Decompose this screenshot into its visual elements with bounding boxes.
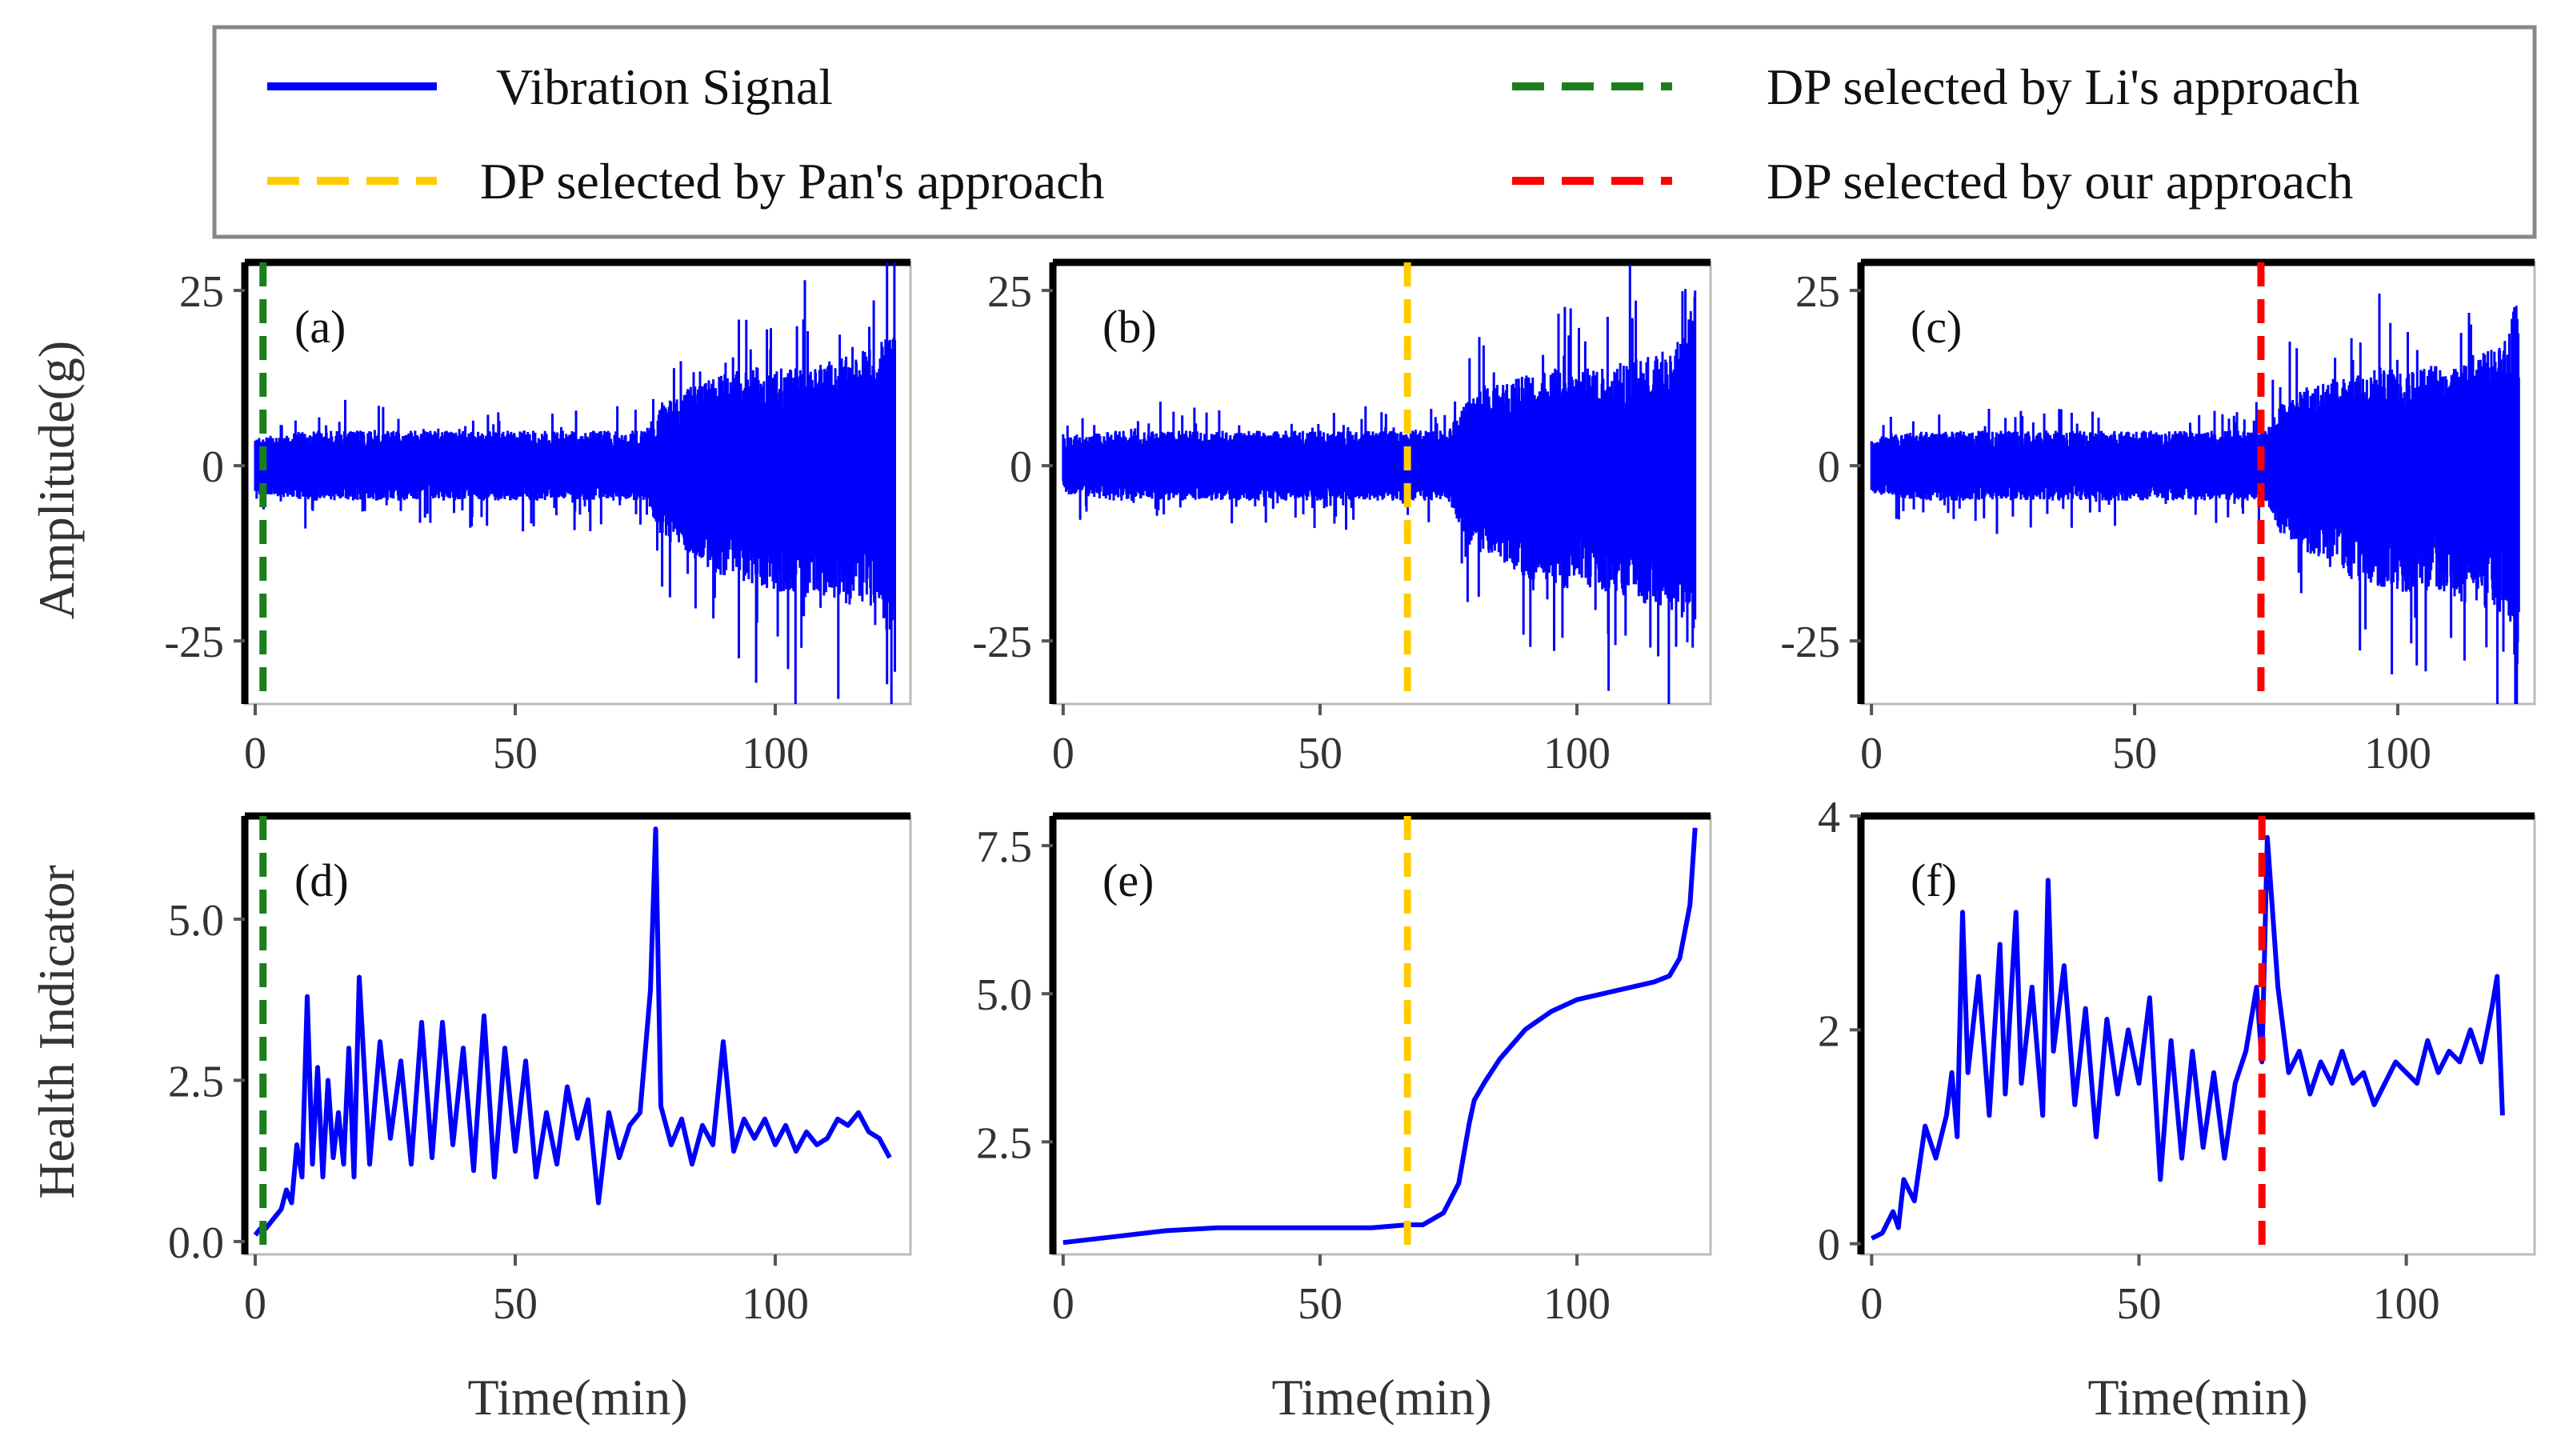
panel-a: 0 50 100 25 0 -25 (a) bbox=[164, 258, 912, 778]
legend-label-pan: DP selected by Pan's approach bbox=[480, 153, 1105, 210]
y-tick-label: 2 bbox=[1818, 1006, 1840, 1056]
y-tick-label: 5.0 bbox=[168, 896, 224, 946]
x-tick-label: 100 bbox=[1543, 729, 1611, 778]
panel-e: 0 50 100 7.5 5.0 2.5 (e) Time(min) bbox=[976, 812, 1712, 1426]
panel-label: (b) bbox=[1102, 301, 1157, 353]
health-indicator-series bbox=[1871, 834, 2505, 1241]
vibration-signal-core bbox=[255, 369, 895, 582]
ylabel-bottom-row: Health Indicator bbox=[28, 865, 85, 1199]
y-tick-label: -25 bbox=[164, 618, 224, 667]
y-tick-label: 0 bbox=[1818, 442, 1840, 492]
panel-f: 0 50 100 4 2 0 (f) Time(min) bbox=[1818, 793, 2536, 1426]
x-tick-label: 0 bbox=[1860, 729, 1883, 778]
y-tick-label: -25 bbox=[972, 618, 1032, 667]
vibration-signal-core bbox=[1062, 369, 1695, 582]
x-axis-title: Time(min) bbox=[1272, 1369, 1492, 1426]
x-tick-label: 50 bbox=[493, 1279, 538, 1329]
x-tick-label: 100 bbox=[1543, 1279, 1611, 1329]
x-axis-title: Time(min) bbox=[468, 1369, 688, 1426]
y-tick-label: 25 bbox=[1795, 267, 1840, 317]
y-tick-label: 4 bbox=[1818, 793, 1840, 842]
y-tick-label: 25 bbox=[987, 267, 1032, 317]
x-tick-label: 50 bbox=[493, 729, 538, 778]
health-indicator-series bbox=[253, 826, 892, 1237]
panel-label: (c) bbox=[1911, 301, 1962, 353]
y-tick-label: 0 bbox=[1818, 1221, 1840, 1270]
x-tick-label: 0 bbox=[1052, 729, 1074, 778]
y-tick-label: 0 bbox=[1010, 442, 1032, 492]
x-tick-label: 0 bbox=[244, 1279, 266, 1329]
legend-label-signal: Vibration Signal bbox=[496, 58, 833, 115]
legend: Vibration Signal DP selected by Li's app… bbox=[212, 25, 2537, 239]
x-axis-title: Time(min) bbox=[2088, 1369, 2308, 1426]
x-tick-label: 50 bbox=[1298, 1279, 1343, 1329]
y-tick-label: 5.0 bbox=[976, 970, 1032, 1020]
x-tick-label: 100 bbox=[2364, 729, 2431, 778]
y-tick-label: 7.5 bbox=[976, 822, 1032, 872]
y-tick-label: 2.5 bbox=[168, 1057, 224, 1106]
x-tick-label: 0 bbox=[1052, 1279, 1074, 1329]
x-tick-label: 50 bbox=[2112, 729, 2157, 778]
panel-label: (d) bbox=[294, 854, 349, 906]
x-tick-label: 50 bbox=[1298, 729, 1343, 778]
y-tick-label: -25 bbox=[1780, 618, 1840, 667]
vibration-signal-core bbox=[1871, 369, 2519, 582]
x-tick-label: 0 bbox=[244, 729, 266, 778]
panel-c: 0 50 100 25 0 -25 (c) bbox=[1780, 258, 2536, 778]
health-indicator-series bbox=[1062, 827, 1698, 1246]
panel-label: (f) bbox=[1911, 854, 1957, 906]
x-tick-label: 100 bbox=[2373, 1279, 2440, 1329]
legend-label-li: DP selected by Li's approach bbox=[1767, 58, 2359, 115]
y-tick-label: 0 bbox=[202, 442, 224, 492]
x-tick-label: 50 bbox=[2116, 1279, 2161, 1329]
legend-label-ours: DP selected by our approach bbox=[1767, 153, 2353, 210]
panel-b: 0 50 100 25 0 -25 (b) bbox=[972, 258, 1712, 778]
panel-label: (a) bbox=[294, 301, 346, 353]
y-tick-label: 25 bbox=[179, 267, 224, 317]
ylabel-top-row: Amplitude(g) bbox=[28, 341, 85, 619]
x-tick-label: 100 bbox=[742, 729, 809, 778]
y-tick-label: 0.0 bbox=[168, 1218, 224, 1268]
panel-label: (e) bbox=[1102, 854, 1154, 906]
plot-area bbox=[1051, 814, 1712, 1256]
x-tick-label: 0 bbox=[1860, 1279, 1883, 1329]
y-tick-label: 2.5 bbox=[976, 1118, 1032, 1168]
panel-d: 0 50 100 5.0 2.5 0.0 (d) Time(min) bbox=[168, 812, 912, 1426]
x-tick-label: 100 bbox=[742, 1279, 809, 1329]
legend-box bbox=[212, 25, 2537, 239]
